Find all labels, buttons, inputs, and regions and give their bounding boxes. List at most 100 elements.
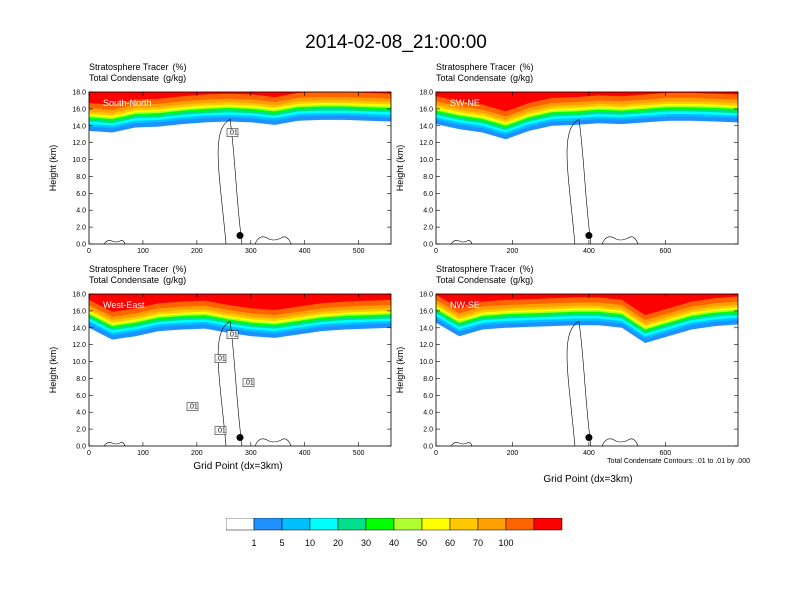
colorbar-swatch: [365, 518, 395, 531]
y-tick-label: 8.0: [423, 376, 433, 383]
colorbar-label: 10: [305, 538, 315, 548]
y-tick-label: 10.0: [72, 359, 86, 366]
panel-1-header: Stratosphere Tracer (%) Total Condensate(…: [89, 62, 187, 84]
condensate-title: Total Condensate: [89, 275, 160, 285]
y-tick-label: 18.0: [419, 292, 433, 299]
y-tick-label: 4.0: [423, 208, 433, 215]
panel-2-header: Stratosphere Tracer (%) Total Condensate(…: [436, 62, 534, 84]
plot-frame: [88, 91, 392, 245]
x-tick-label: 400: [299, 248, 311, 255]
svg-text:.01: .01: [228, 332, 238, 339]
svg-text:.01: .01: [244, 380, 254, 387]
y-tick-label: 18.0: [419, 90, 433, 97]
panel-name: NW-SE: [450, 300, 480, 310]
x-tick-label: 500: [353, 248, 365, 255]
tracer-unit: (%): [519, 264, 534, 274]
condensate-unit: (g/kg): [510, 275, 534, 285]
x-tick-label: 0: [87, 450, 91, 457]
y-axis-label: Height (km): [48, 347, 58, 394]
panel-sw-ne: SW-NE 0.0 2.0 4.0 6.0 8.0 10.0 12.0 14.0 16.0 18.0…: [395, 90, 739, 255]
y-tick-label: 0.0: [76, 444, 86, 451]
panel-name: South-North: [103, 98, 152, 108]
y-tick-label: 10.0: [419, 359, 433, 366]
location-marker: [585, 434, 593, 442]
y-tick-label: 0.0: [76, 242, 86, 249]
x-tick-label: 200: [191, 450, 203, 457]
colorbar-swatch: [226, 518, 255, 531]
y-tick-label: 2.0: [423, 225, 433, 232]
y-tick-label: 16.0: [419, 308, 433, 315]
x-axis-label-left: Grid Point (dx=3km): [193, 461, 283, 472]
colorbar-label: 100: [498, 538, 513, 548]
condensate-title: Total Condensate: [436, 275, 507, 285]
y-tick-label: 8.0: [76, 174, 86, 181]
colorbar-swatch: [393, 518, 423, 531]
condensate-contour: [103, 442, 126, 447]
condensate-contour: [254, 236, 292, 245]
colorbar-swatch: [253, 518, 283, 531]
panel-3-header: Stratosphere Tracer (%) Total Condensate(…: [89, 264, 187, 286]
y-tick-label: 2.0: [76, 427, 86, 434]
colorbar-label: 30: [361, 538, 371, 548]
tracer-unit: (%): [172, 264, 187, 274]
y-tick-label: 8.0: [423, 174, 433, 181]
y-tick-label: 6.0: [76, 393, 86, 400]
y-tick-label: 10.0: [72, 157, 86, 164]
y-tick-label: 2.0: [423, 427, 433, 434]
y-tick-label: 12.0: [72, 342, 86, 349]
x-tick-label: 100: [137, 450, 149, 457]
y-tick-label: 12.0: [419, 140, 433, 147]
panel-name: West-East: [103, 300, 145, 310]
x-tick-label: 500: [353, 450, 365, 457]
plot-frame: [88, 293, 392, 447]
y-tick-label: 14.0: [419, 123, 433, 130]
x-tick-label: 0: [434, 248, 438, 255]
svg-text:.01: .01: [216, 356, 226, 363]
tracer-unit: (%): [172, 62, 187, 72]
colorbar: 1 5 10 20 30 40 50 60 70 100: [226, 518, 563, 548]
colorbar-label: 5: [279, 538, 284, 548]
panel-4-header: Stratosphere Tracer (%) Total Condensate(…: [436, 264, 534, 286]
condensate-contour: [254, 438, 292, 447]
x-tick-label: 100: [137, 248, 149, 255]
colorbar-swatch: [281, 518, 311, 531]
condensate-contour: [566, 320, 592, 447]
tracer-band: [89, 92, 391, 105]
y-tick-label: 0.0: [423, 242, 433, 249]
condensate-contour: [217, 118, 243, 245]
tracer-band: [436, 92, 738, 112]
colorbar-swatch: [309, 518, 339, 531]
y-tick-label: 2.0: [76, 225, 86, 232]
y-tick-label: 14.0: [72, 325, 86, 332]
condensate-unit: (g/kg): [163, 275, 187, 285]
svg-text:.01: .01: [188, 404, 198, 411]
panel-south-north: .01 South-North 0.0 2.0 4.0 6.0 8.0 10.0 12.0 14.…: [48, 90, 392, 255]
panel-nw-se: NW-SE 0.0 2.0 4.0 6.0 8.0 10.0 12.0 14.0 16.0 18.0…: [395, 292, 739, 457]
panel-name: SW-NE: [450, 98, 480, 108]
y-tick-label: 10.0: [419, 157, 433, 164]
colorbar-swatch: [533, 518, 563, 531]
contour-label: .01: [186, 402, 199, 411]
y-tick-label: 6.0: [76, 191, 86, 198]
tracer-title: Stratosphere Tracer: [436, 264, 516, 274]
x-tick-label: 400: [583, 248, 595, 255]
colorbar-label: 60: [445, 538, 455, 548]
condensate-title: Total Condensate: [436, 73, 507, 83]
tracer-title: Stratosphere Tracer: [89, 62, 169, 72]
contour-label: .01: [226, 128, 239, 137]
condensate-contour: [601, 438, 639, 447]
x-tick-label: 200: [507, 450, 519, 457]
y-tick-label: 12.0: [419, 342, 433, 349]
condensate-contour: [450, 240, 473, 245]
y-tick-label: 14.0: [419, 325, 433, 332]
y-tick-label: 0.0: [423, 444, 433, 451]
condensate-unit: (g/kg): [163, 73, 187, 83]
colorbar-swatch: [505, 518, 535, 531]
x-tick-label: 300: [245, 450, 257, 457]
y-tick-label: 4.0: [76, 208, 86, 215]
y-tick-label: 4.0: [76, 410, 86, 417]
condensate-unit: (g/kg): [510, 73, 534, 83]
contour-label: .01: [214, 426, 227, 435]
location-marker: [585, 232, 593, 240]
tracer-band: [436, 294, 738, 316]
